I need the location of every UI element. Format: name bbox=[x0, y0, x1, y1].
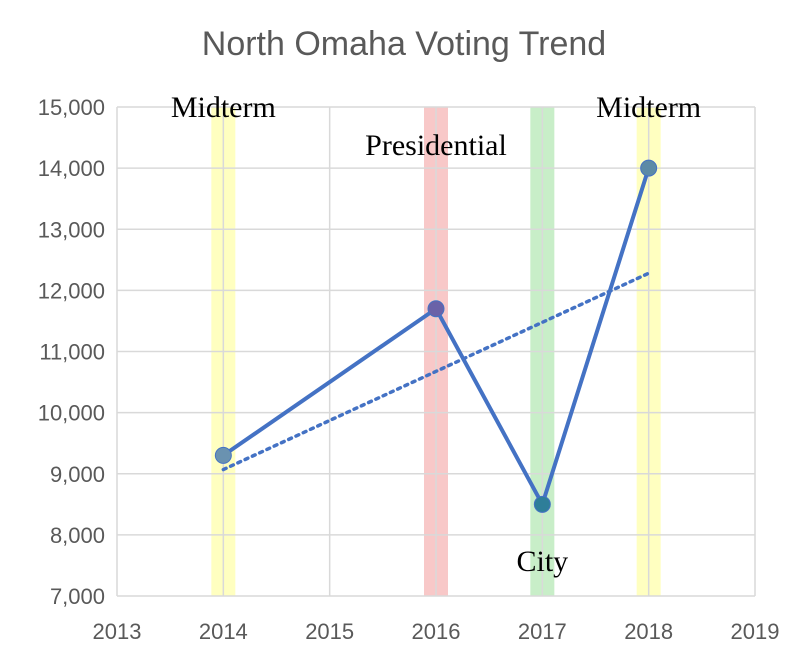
x-axis-ticks: 2013 2014 2015 2016 2017 2018 2019 bbox=[93, 619, 780, 644]
data-point-2016 bbox=[427, 300, 445, 318]
y-tick-label: 13,000 bbox=[38, 217, 105, 242]
series-layer bbox=[214, 159, 658, 513]
y-tick-label: 14,000 bbox=[38, 156, 105, 181]
x-tick-label: 2013 bbox=[93, 619, 142, 644]
y-tick-label: 15,000 bbox=[38, 95, 105, 120]
chart-title: North Omaha Voting Trend bbox=[202, 25, 606, 63]
x-tick-label: 2019 bbox=[731, 619, 780, 644]
x-tick-label: 2015 bbox=[305, 619, 354, 644]
x-tick-label: 2016 bbox=[412, 619, 461, 644]
x-tick-label: 2017 bbox=[518, 619, 567, 644]
y-axis-ticks: 7,000 8,000 9,000 10,000 11,000 12,000 13,000 1… bbox=[38, 95, 105, 609]
trendline bbox=[221, 271, 651, 472]
trendline-line bbox=[221, 271, 651, 472]
data-point-2017 bbox=[533, 495, 551, 513]
series-line bbox=[222, 167, 651, 507]
annotation-midterm-2018: Midterm bbox=[596, 91, 701, 124]
x-tick-label: 2018 bbox=[624, 619, 673, 644]
y-tick-label: 12,000 bbox=[38, 278, 105, 303]
y-tick-label: 9,000 bbox=[50, 462, 105, 487]
annotations: Midterm Presidential City Midterm bbox=[171, 91, 701, 578]
y-tick-label: 7,000 bbox=[50, 584, 105, 609]
gridlines bbox=[116, 106, 756, 597]
y-tick-label: 8,000 bbox=[50, 523, 105, 548]
annotation-midterm-2014: Midterm bbox=[171, 91, 276, 124]
annotation-city-2017: City bbox=[516, 545, 568, 578]
annotation-presidential-2016: Presidential bbox=[365, 129, 507, 162]
data-point-2018 bbox=[640, 159, 658, 177]
x-tick-label: 2014 bbox=[199, 619, 248, 644]
y-tick-label: 10,000 bbox=[38, 401, 105, 426]
y-tick-label: 11,000 bbox=[39, 340, 105, 365]
data-point-2014 bbox=[214, 446, 232, 464]
